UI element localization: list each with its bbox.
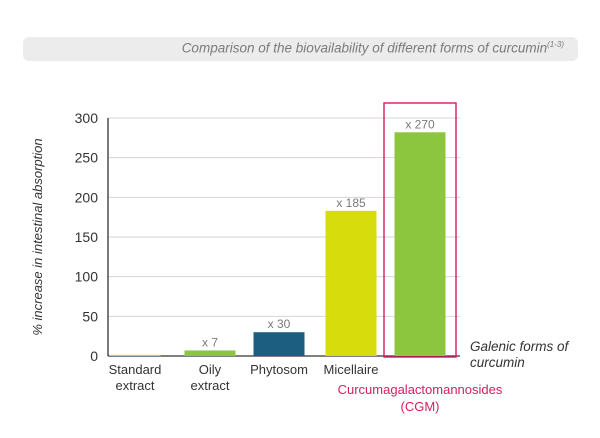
category-label: extract bbox=[115, 378, 154, 393]
y-tick-label: 50 bbox=[82, 308, 98, 324]
data-label: x 185 bbox=[336, 196, 366, 210]
title-banner: Comparison of the biovailability of diff… bbox=[23, 37, 578, 61]
category-label: extract bbox=[190, 378, 229, 393]
x-axis-label: Galenic forms of bbox=[470, 339, 570, 354]
y-tick-label: 200 bbox=[75, 189, 99, 205]
highlight-frame bbox=[383, 102, 457, 358]
y-tick-label: 100 bbox=[75, 269, 99, 285]
category-label: Phytosom bbox=[250, 362, 308, 377]
category-label: Micellaire bbox=[324, 362, 379, 377]
y-tick-label: 300 bbox=[75, 110, 99, 126]
bar-4 bbox=[325, 210, 377, 356]
category-label: Oily bbox=[199, 362, 222, 377]
highlight-label: Curcumagalactomannosides bbox=[338, 382, 503, 397]
chart-title: Comparison of the biovailability of diff… bbox=[181, 40, 564, 56]
y-tick-label: 0 bbox=[90, 348, 98, 364]
highlight-label: (CGM) bbox=[401, 399, 440, 414]
bar-1 bbox=[109, 354, 161, 356]
category-label: Standard bbox=[109, 362, 162, 377]
bar-5 bbox=[394, 132, 446, 356]
data-label: x 270 bbox=[405, 117, 435, 131]
data-label: x 7 bbox=[202, 335, 218, 349]
y-axis-label: % increase in intestinal absorption bbox=[30, 138, 45, 335]
y-tick-label: 150 bbox=[75, 229, 99, 245]
data-label: x 30 bbox=[268, 317, 291, 331]
title-reference: (1-3) bbox=[547, 40, 564, 49]
y-tick-label: 250 bbox=[75, 150, 99, 166]
bar-3 bbox=[253, 332, 305, 356]
x-axis-label: curcumin bbox=[470, 355, 525, 370]
bar-2 bbox=[184, 350, 236, 356]
